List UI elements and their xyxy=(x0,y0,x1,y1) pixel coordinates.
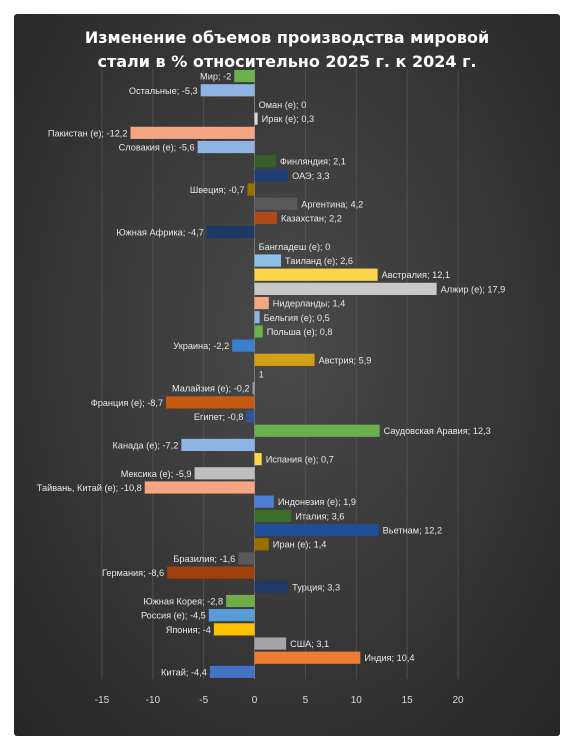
data-label: Япония; -4 xyxy=(166,625,211,635)
bar xyxy=(232,339,255,352)
bar xyxy=(254,268,378,281)
x-tick-label: -15 xyxy=(95,695,110,706)
x-tick-label: 0 xyxy=(252,695,258,706)
bar xyxy=(254,637,287,650)
data-label: 1 xyxy=(259,370,264,380)
x-tick-label: 10 xyxy=(351,695,363,706)
bar xyxy=(130,126,255,139)
data-label: Остальные; -5,3 xyxy=(129,86,198,96)
bar xyxy=(226,594,255,608)
data-label: Тайвань, Китай (е); -10,8 xyxy=(37,483,142,493)
data-label: Таиланд (е); 2,6 xyxy=(285,256,353,266)
chart-title-line-1: Изменение объемов производства мировой xyxy=(84,28,490,47)
data-label: Вьетнам; 12,2 xyxy=(383,526,442,536)
data-label: США; 3,1 xyxy=(290,639,329,649)
data-label: Алжир (е); 17,9 xyxy=(441,284,506,294)
bar xyxy=(247,183,255,196)
chart-title-line-2: стали в % относительно 2025 г. к 2024 г. xyxy=(97,52,477,71)
data-label: Финляндия; 2,1 xyxy=(280,157,346,167)
bar xyxy=(238,552,255,565)
bar xyxy=(254,197,298,210)
bar xyxy=(254,651,361,664)
data-label: Индонезия (е); 1,9 xyxy=(278,497,356,507)
bar xyxy=(209,665,255,679)
bar xyxy=(234,69,255,83)
bar xyxy=(254,353,315,366)
bar xyxy=(252,382,255,395)
data-label: Индия; 10,4 xyxy=(364,653,414,663)
bar xyxy=(254,311,260,324)
data-label: Бангладеш (е); 0 xyxy=(259,242,331,252)
bar xyxy=(246,410,255,423)
data-label: Канада (е); -7,2 xyxy=(112,440,178,450)
data-label: Южная Корея; -2,8 xyxy=(143,596,223,606)
data-label: Польша (е); 0,8 xyxy=(267,327,333,337)
bar xyxy=(213,623,255,636)
data-label: Швеция; -0,7 xyxy=(190,185,245,195)
bar xyxy=(254,580,289,593)
chart-title: Изменение объемов производства мировой с… xyxy=(14,26,560,74)
data-label: Украина; -2,2 xyxy=(173,341,229,351)
data-label: Мексика (е); -5,9 xyxy=(121,469,192,479)
bar xyxy=(181,438,255,452)
data-label: Испания (е); 0,7 xyxy=(266,455,334,465)
data-label: Иран (е); 1,4 xyxy=(273,540,327,550)
data-label: Нидерланды; 1,4 xyxy=(273,299,345,309)
bar xyxy=(254,538,269,551)
data-label: Турция; 3,3 xyxy=(292,582,340,592)
x-tick-label: 15 xyxy=(402,695,414,706)
bar xyxy=(208,609,255,622)
bar xyxy=(254,453,262,466)
data-label: Словакия (е); -5,6 xyxy=(119,143,195,153)
bar xyxy=(254,424,380,437)
data-label: Бельгия (е); 0,5 xyxy=(264,313,330,323)
bar xyxy=(194,467,255,480)
data-label: Россия (е); -4,5 xyxy=(141,611,206,621)
bar xyxy=(254,325,263,338)
bar xyxy=(254,523,379,537)
data-label: Малайзия (е); -0,2 xyxy=(172,384,250,394)
data-label: Мир; -2 xyxy=(200,72,231,82)
x-tick-label: -5 xyxy=(199,695,208,706)
data-label: Китай; -4,4 xyxy=(161,667,207,677)
data-label: Аргентина; 4,2 xyxy=(301,199,363,209)
bar xyxy=(167,566,255,579)
bar xyxy=(254,112,258,125)
bar xyxy=(166,396,255,409)
bar xyxy=(254,282,437,295)
chart-area: Изменение объемов производства мировой с… xyxy=(14,14,560,736)
bar xyxy=(254,211,277,225)
data-label: Австралия; 12,1 xyxy=(382,270,450,280)
x-tick-label: 5 xyxy=(303,695,309,706)
data-label: Пакистан (е); -12,2 xyxy=(48,128,128,138)
bar xyxy=(254,509,292,522)
bar xyxy=(200,84,255,97)
bar xyxy=(197,140,255,154)
bar xyxy=(254,254,282,267)
data-label: Ирак (е); 0,3 xyxy=(262,114,315,124)
data-label: Оман (е); 0 xyxy=(259,100,307,110)
x-tick-label: -10 xyxy=(146,695,161,706)
data-label: Германия; -8,6 xyxy=(102,568,164,578)
x-tick-label: 20 xyxy=(452,695,464,706)
data-label: Египет; -0,8 xyxy=(194,412,244,422)
bar xyxy=(254,296,269,310)
bar xyxy=(206,226,255,239)
bar xyxy=(144,481,255,494)
data-label: Италия; 3,6 xyxy=(295,511,344,521)
data-label: ОАЭ; 3,3 xyxy=(292,171,329,181)
data-label: Саудовская Аравия; 12,3 xyxy=(384,426,491,436)
bar xyxy=(254,155,276,168)
data-label: Южная Африка; -4,7 xyxy=(116,228,203,238)
data-label: Австрия; 5,9 xyxy=(319,355,372,365)
bar xyxy=(254,495,274,508)
data-label: Казахстан; 2,2 xyxy=(281,213,342,223)
bar xyxy=(254,169,289,182)
data-label: Бразилия; -1,6 xyxy=(173,554,235,564)
data-label: Франция (е); -8,7 xyxy=(91,398,163,408)
